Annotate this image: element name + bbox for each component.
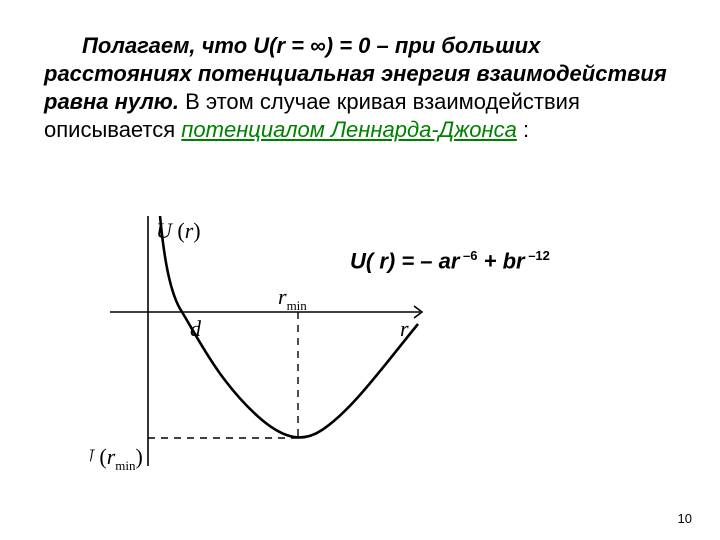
body-paragraph: Полагаем, что U(r = ∞) = 0 – при больших… xyxy=(44,32,676,145)
formula-mid: + br xyxy=(478,248,525,273)
guides xyxy=(148,312,298,438)
potential-graph: U (r) r d rmin U (rmin) xyxy=(90,216,430,506)
sentence-tail: : xyxy=(517,117,529,142)
axes xyxy=(110,216,422,466)
formula-exp1: –6 xyxy=(459,248,477,263)
x-axis-label: r xyxy=(400,316,409,341)
y-axis-label: U (r) xyxy=(156,218,201,243)
d-label: d xyxy=(190,316,202,341)
graph-svg: U (r) r d rmin U (rmin) xyxy=(90,216,430,506)
umin-label: U (rmin) xyxy=(90,444,143,473)
page-number: 10 xyxy=(678,511,692,526)
lennard-jones-term: потенциалом Леннарда-Джонса xyxy=(181,117,517,142)
formula-exp2: –12 xyxy=(525,248,550,263)
slide: Полагаем, что U(r = ∞) = 0 – при больших… xyxy=(0,0,720,540)
rmin-label: rmin xyxy=(278,284,307,313)
